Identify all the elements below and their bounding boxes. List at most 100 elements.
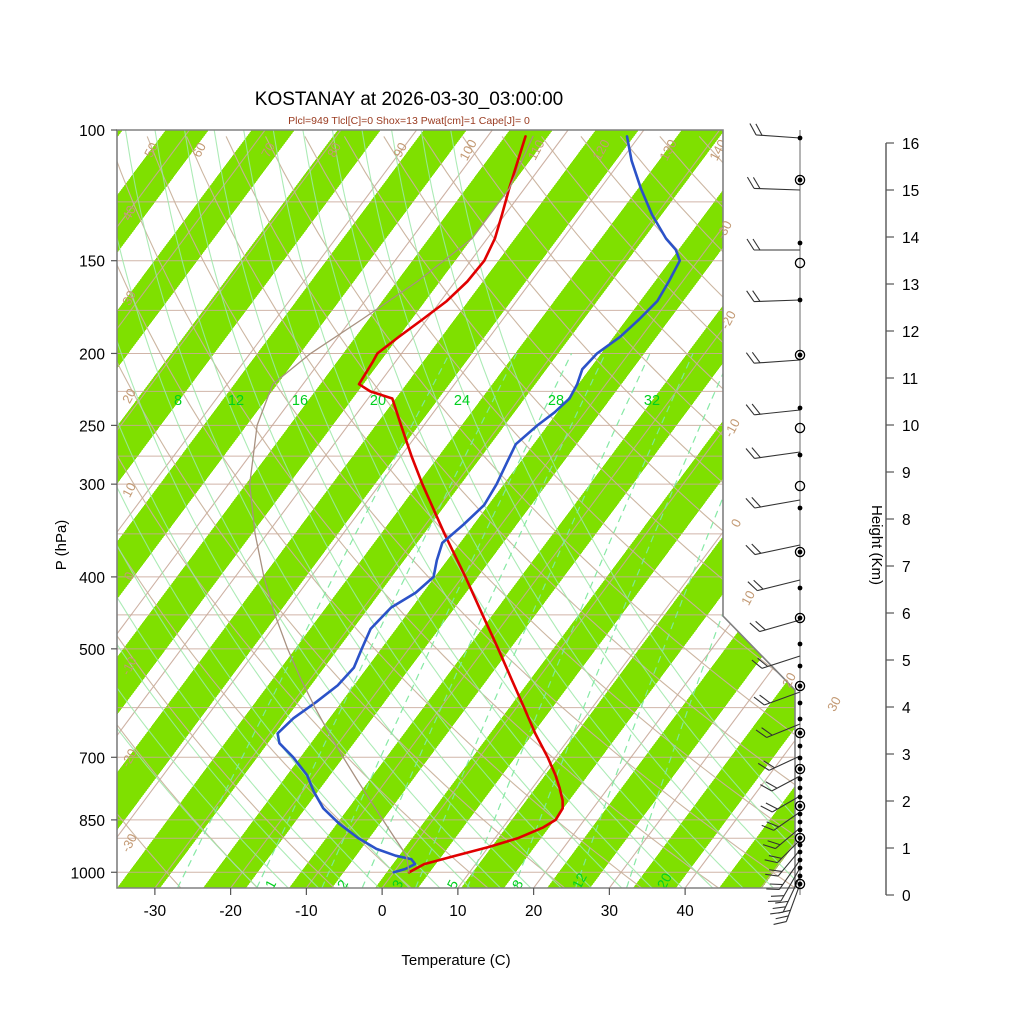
wind-barb-shaft [776,839,801,864]
temperature-axis-title: Temperature (C) [401,952,510,969]
height-tick-label: 10 [902,418,920,435]
mixing-ratio-label: 8 [509,877,527,892]
height-tick-label: 6 [902,606,911,623]
wind-level-circle [794,480,806,492]
temperature-tick-label: 20 [525,903,543,920]
wind-level-dot [797,240,803,246]
height-tick-label: 12 [902,324,919,341]
wind-barb-feather [753,696,765,706]
wind-barb-feather [765,802,778,810]
wind-barb-feather [767,900,782,903]
wind-barb-shaft [754,187,801,191]
wind-barb-feather [752,177,761,189]
wind-level-dot [797,743,803,749]
wind-barb-feather [751,351,761,364]
moist-adiabat-label: 28 [548,393,564,409]
wind-level-dot [797,794,803,800]
wind-barb-feather [770,895,785,897]
wind-barb-feather [745,497,756,509]
wind-barb-shaft [773,811,801,831]
wind-level-circle [794,878,806,890]
dewpoint-profile [276,135,682,874]
height-tick-label: 1 [902,841,911,858]
wind-barb-feather [762,844,776,850]
mixing-ratio-label: 5 [444,877,462,892]
wind-barb-feather [772,906,786,910]
wind-level-dot [797,785,803,791]
wind-barb-feather [751,403,761,415]
isotherm-label-right: 20 [779,670,799,690]
wind-barb-shaft [754,451,801,459]
wind-level-dot [797,819,803,825]
mixing-ratio-label: 1 [262,877,280,892]
wind-barb-feather [763,760,775,769]
moist-adiabat-lines [117,130,795,888]
wind-level-dot [797,405,803,411]
wind-level-circle [794,546,806,558]
wind-level-dot [797,849,803,855]
wind-barb-feather [747,581,758,592]
wind-barb-feather [752,290,761,302]
temperature-tick-label: -30 [144,903,167,920]
height-tick-label: 5 [902,653,911,670]
height-tick-label: 2 [902,794,911,811]
wind-level-dot [797,835,803,841]
parcel-profile [249,135,534,873]
wind-level-dot [797,803,803,809]
wind-level-circle [794,763,806,775]
height-tick-label: 3 [902,747,911,764]
height-tick-label: 7 [902,559,911,576]
wind-level-circle [794,422,806,434]
wind-barb-feather [764,859,778,864]
wind-barb-feather [745,544,756,555]
pressure-tick-label: 250 [79,418,105,435]
wind-barb-feather [757,657,769,667]
wind-level-dot [797,730,803,736]
moist-adiabat-label: 32 [644,393,660,409]
wind-barb-feather [751,496,762,508]
height-tick-label: 14 [902,230,920,247]
wind-barb-feather [775,900,789,904]
wind-level-dot [797,549,803,555]
wind-barb-shaft [785,883,801,922]
wind-level-dot [797,811,803,817]
wind-level-dot [797,716,803,722]
moist-adiabat-label: 16 [292,393,308,409]
pressure-axis: 1000 850 700 500 400 300 250 200 150 100 [71,123,117,882]
wind-barb-shaft [761,655,801,669]
wind-barb-feather [746,290,755,302]
pressure-tick-label: 700 [79,750,105,767]
moist-adiabat-label: 20 [370,393,386,409]
wind-level-dot [797,842,803,848]
wind-level-dot [797,776,803,782]
wind-barb-feather [775,915,789,920]
isotherm-label-right: 30 [824,694,844,714]
wind-barb-shaft [754,499,801,509]
wind-level-circle [794,832,806,844]
wind-level-dot [797,857,803,863]
wind-barb-feather [761,824,774,831]
wind-barb-feather [746,176,755,189]
height-tick-label: 8 [902,512,911,529]
wind-barb-feather [769,883,783,886]
wind-level-dot [797,873,803,879]
wind-barb-shaft [754,359,801,364]
wind-barb-feather [765,781,778,789]
isotherm-label-left: 20 [119,386,139,406]
temperature-tick-label: 0 [378,903,387,920]
wind-barb-panel [745,123,806,925]
wind-level-dot [797,641,803,647]
mixing-ratio-label: 3 [389,877,407,892]
wind-barb-feather [766,821,779,828]
temperature-tick-label: 30 [601,903,619,920]
wind-level-circle [794,680,806,692]
height-tick-label: 16 [902,136,919,153]
wind-barb-feather [755,123,763,136]
wind-level-circle [794,257,806,269]
wind-barb-feather [749,622,760,632]
wind-level-circle [794,727,806,739]
wind-level-circle [794,612,806,624]
pressure-tick-label: 300 [79,477,105,494]
